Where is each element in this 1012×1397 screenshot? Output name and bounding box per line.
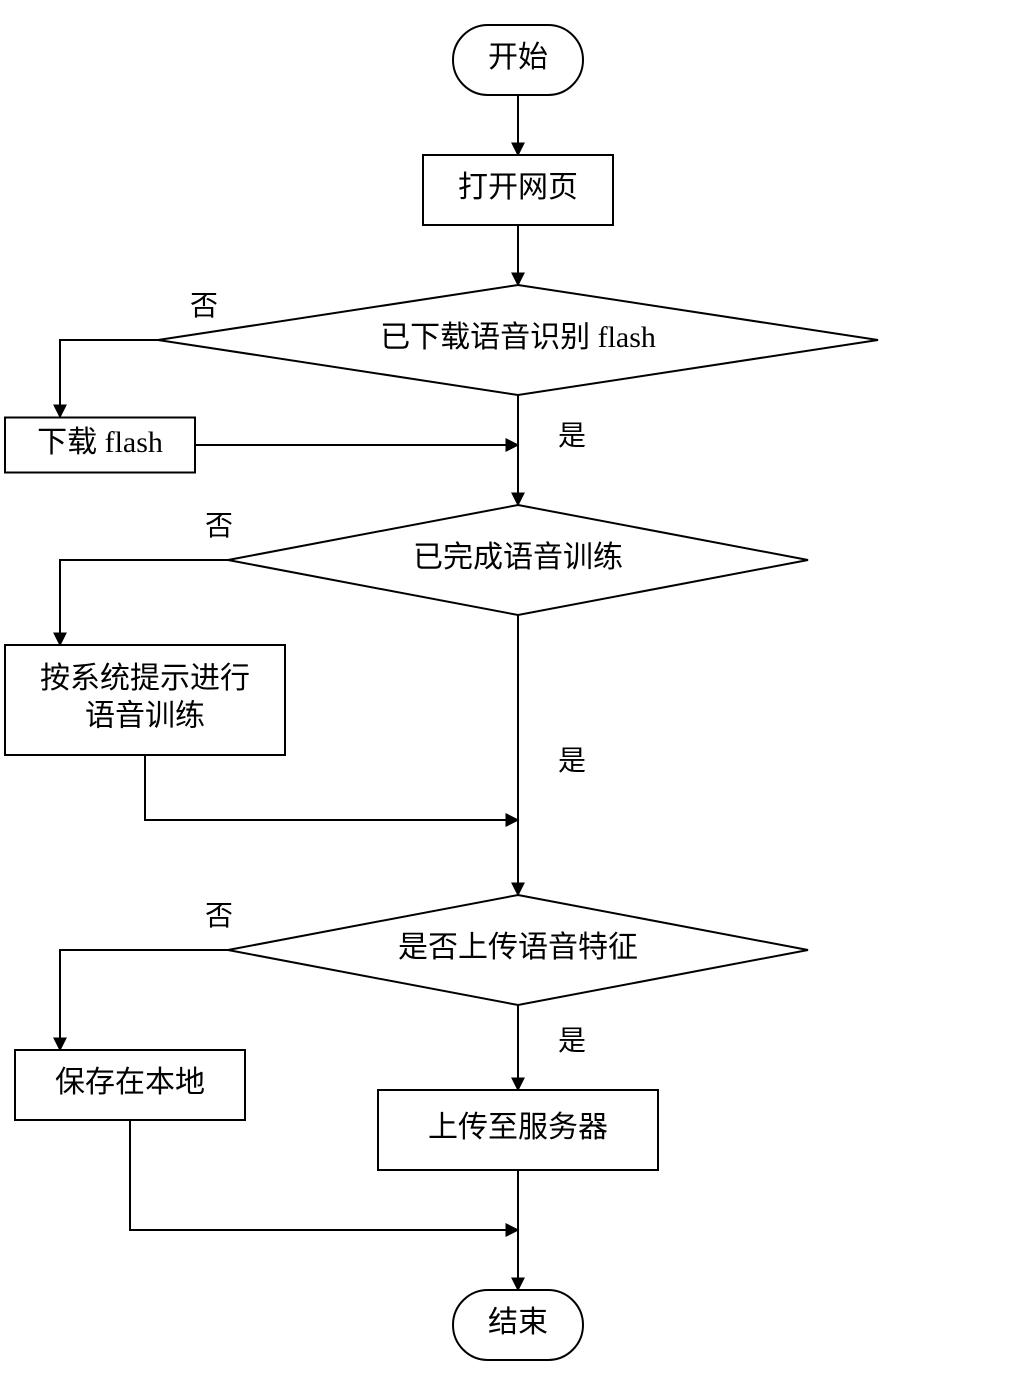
edge-label: 是 xyxy=(558,746,586,777)
svg-text:上传至服务器: 上传至服务器 xyxy=(428,1111,608,1144)
edge xyxy=(60,340,158,417)
edge xyxy=(60,560,228,645)
edge-label: 是 xyxy=(558,1026,586,1057)
svg-text:语音训练: 语音训练 xyxy=(85,700,205,733)
edge xyxy=(60,950,228,1050)
edge-label: 否 xyxy=(205,901,233,932)
edge-label: 是 xyxy=(558,421,586,452)
edge-label: 否 xyxy=(205,511,233,542)
svg-text:已完成语音训练: 已完成语音训练 xyxy=(413,541,623,574)
edge-label: 否 xyxy=(190,291,218,322)
svg-text:下载 flash: 下载 flash xyxy=(37,426,163,459)
svg-text:按系统提示进行: 按系统提示进行 xyxy=(40,662,250,695)
svg-text:已下载语音识别 flash: 已下载语音识别 flash xyxy=(380,321,656,354)
svg-text:结束: 结束 xyxy=(488,1306,548,1339)
svg-text:打开网页: 打开网页 xyxy=(458,171,578,204)
svg-text:是否上传语音特征: 是否上传语音特征 xyxy=(398,931,638,964)
edge xyxy=(145,755,518,820)
svg-text:开始: 开始 xyxy=(488,41,548,74)
svg-text:保存在本地: 保存在本地 xyxy=(55,1066,205,1099)
